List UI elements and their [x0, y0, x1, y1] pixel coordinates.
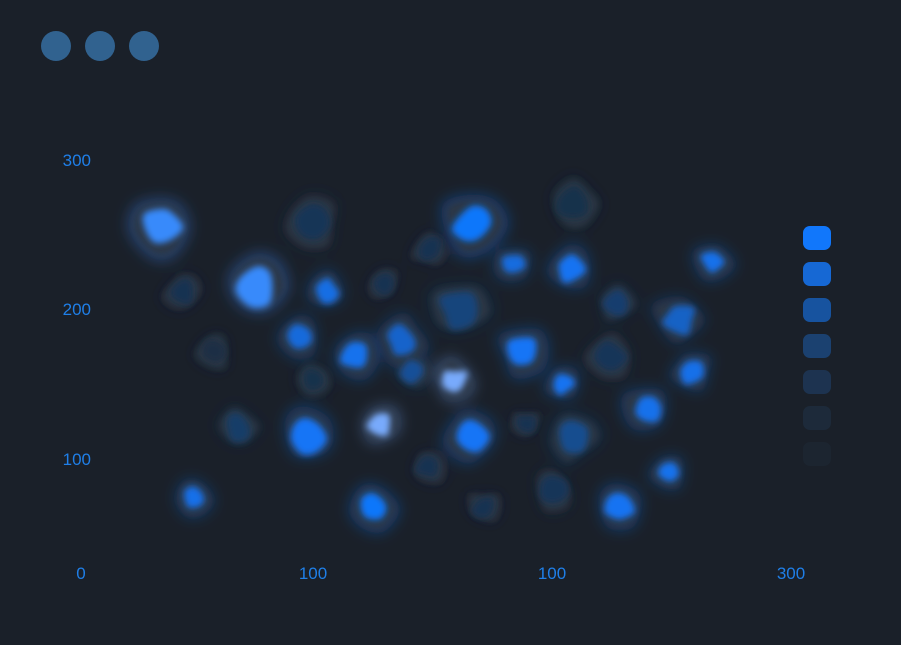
blob-marker[interactable]	[662, 305, 695, 336]
y-tick-label: 100	[62, 450, 91, 469]
blob-marker[interactable]	[456, 419, 490, 453]
legend-swatch[interactable]	[803, 442, 831, 466]
blob-marker[interactable]	[451, 205, 492, 242]
legend-swatch[interactable]	[803, 226, 831, 250]
blob-marker[interactable]	[303, 368, 324, 391]
blob-marker[interactable]	[415, 456, 438, 477]
blob-marker[interactable]	[142, 208, 184, 244]
toolbar-button-1[interactable]	[41, 31, 71, 61]
blob-marker[interactable]	[201, 339, 227, 363]
blob-marker[interactable]	[471, 497, 494, 518]
blob-marker[interactable]	[315, 277, 340, 304]
blob-marker[interactable]	[339, 341, 368, 369]
blob-marker[interactable]	[558, 254, 587, 284]
legend-swatch[interactable]	[803, 370, 831, 394]
blob-marker[interactable]	[170, 278, 193, 305]
blob-marker[interactable]	[399, 359, 424, 384]
x-tick-label: 300	[776, 564, 806, 583]
blob-marker[interactable]	[559, 420, 589, 454]
toolbar-button-2[interactable]	[85, 31, 115, 61]
blob-marker[interactable]	[679, 360, 705, 385]
blob-marker[interactable]	[594, 340, 628, 371]
blob-marker[interactable]	[387, 323, 417, 356]
blob-marker[interactable]	[556, 185, 589, 219]
toolbar-button-3[interactable]	[129, 31, 159, 61]
blob-marker[interactable]	[635, 395, 662, 423]
blob-marker[interactable]	[294, 203, 331, 240]
blob-marker[interactable]	[226, 412, 251, 443]
color-legend	[803, 226, 831, 478]
x-tick-label: 0	[76, 564, 86, 583]
x-tick-label: 100	[298, 564, 328, 583]
legend-swatch[interactable]	[803, 406, 831, 430]
blob-marker[interactable]	[441, 370, 468, 393]
blob-marker[interactable]	[506, 336, 537, 366]
legend-swatch[interactable]	[803, 262, 831, 286]
blob-marker[interactable]	[366, 412, 391, 437]
blob-marker[interactable]	[700, 251, 725, 273]
blob-marker[interactable]	[602, 289, 629, 316]
blob-marker[interactable]	[553, 373, 575, 396]
y-tick-label: 300	[62, 151, 91, 170]
blob-marker[interactable]	[501, 254, 526, 274]
blob-marker[interactable]	[539, 475, 569, 504]
blob-marker[interactable]	[183, 486, 205, 509]
blob-marker[interactable]	[604, 492, 635, 520]
blob-marker[interactable]	[290, 417, 328, 456]
blob-marker[interactable]	[657, 462, 680, 482]
legend-swatch[interactable]	[803, 334, 831, 358]
blob-marker[interactable]	[439, 291, 478, 331]
blob-marker[interactable]	[373, 273, 394, 296]
blob-marker[interactable]	[516, 415, 536, 433]
x-tick-label: 100	[537, 564, 567, 583]
blob-marker[interactable]	[287, 323, 313, 349]
blob-marker[interactable]	[360, 492, 387, 520]
legend-swatch[interactable]	[803, 298, 831, 322]
y-tick-label: 200	[62, 300, 91, 319]
blob-marker[interactable]	[418, 236, 442, 261]
blob-marker[interactable]	[235, 265, 273, 309]
